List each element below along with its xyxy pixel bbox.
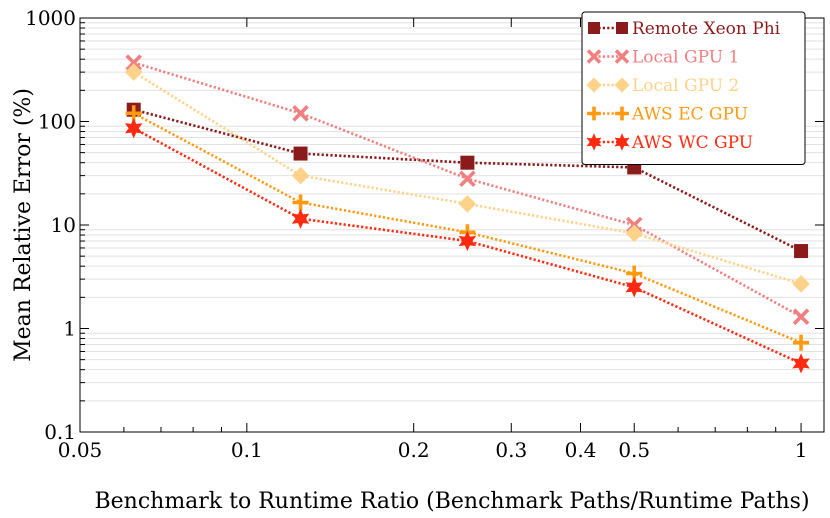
x-tick-label: 1 — [795, 438, 808, 462]
x-axis-title: Benchmark to Runtime Ratio (Benchmark Pa… — [94, 489, 809, 514]
data-point — [124, 118, 143, 139]
legend-marker — [586, 77, 602, 93]
x-tick-label: 0.2 — [398, 438, 430, 462]
data-point — [125, 54, 142, 71]
legend-box — [581, 11, 806, 165]
series-line — [133, 112, 802, 344]
legend-marker — [587, 106, 601, 121]
legend-label: Local GPU 2 — [632, 76, 739, 96]
legend-label: AWS WC GPU — [631, 133, 753, 153]
legend-entry: Remote Xeon Phi — [588, 19, 781, 39]
data-point — [291, 208, 310, 229]
legend-marker — [614, 49, 630, 64]
data-point — [124, 63, 143, 81]
series-aws-wc-gpu — [124, 118, 810, 374]
x-tick-label: 0.5 — [618, 438, 650, 462]
data-point — [460, 155, 475, 170]
legend-marker — [588, 22, 600, 34]
y-tick-label: 0.1 — [44, 420, 76, 444]
legend-marker — [586, 133, 602, 151]
data-point — [794, 244, 809, 259]
legend-entry: Local GPU 1 — [586, 48, 739, 68]
y-tick-label: 1000 — [25, 6, 76, 30]
legend-entry: AWS EC GPU — [587, 105, 748, 125]
data-point — [625, 224, 643, 243]
data-point — [291, 166, 310, 185]
data-point — [458, 230, 477, 252]
legend-entry: Local GPU 2 — [586, 76, 739, 96]
legend-label: Local GPU 1 — [632, 48, 739, 68]
data-point — [458, 195, 477, 213]
legend-marker — [586, 49, 602, 64]
legend-marker — [616, 22, 628, 34]
x-tick-label: 0.1 — [231, 438, 263, 462]
data-point — [625, 277, 644, 298]
y-tick-label: 1 — [63, 317, 76, 341]
data-point — [459, 170, 476, 187]
y-tick-label: 10 — [51, 213, 76, 237]
y-tick-label: 100 — [38, 110, 76, 134]
legend-label: Remote Xeon Phi — [632, 19, 781, 39]
y-axis-title: Mean Relative Error (%) — [11, 88, 36, 362]
x-tick-label: 0.3 — [495, 438, 527, 462]
x-tick-label: 0.05 — [58, 438, 103, 462]
series-local-gpu-2 — [124, 63, 810, 293]
legend-entry: AWS WC GPU — [586, 133, 753, 153]
x-tick-label: 0.4 — [565, 438, 597, 462]
legend: Remote Xeon Phi Local GPU 1 Local GPU 2 AWS… — [581, 11, 806, 165]
legend-marker — [614, 77, 630, 93]
data-point — [792, 275, 810, 293]
data-point — [292, 105, 309, 122]
legend-marker — [615, 106, 629, 121]
data-point — [792, 353, 810, 374]
data-point — [292, 194, 309, 211]
legend-label: AWS EC GPU — [631, 105, 748, 125]
series-layer — [124, 54, 810, 374]
data-point — [792, 308, 810, 325]
data-point — [793, 334, 810, 351]
legend-marker — [614, 133, 630, 151]
data-point — [293, 146, 308, 161]
